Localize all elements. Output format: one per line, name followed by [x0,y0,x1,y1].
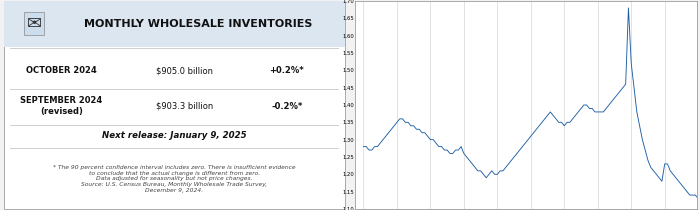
Text: MONTHLY WHOLESALE INVENTORIES: MONTHLY WHOLESALE INVENTORIES [84,18,312,29]
Text: SEPTEMBER 2024
(revised): SEPTEMBER 2024 (revised) [20,96,103,116]
Text: $903.3 billion: $903.3 billion [156,102,213,110]
Text: OCTOBER 2024: OCTOBER 2024 [26,66,97,75]
Text: -0.2%*: -0.2%* [271,102,302,110]
Text: +0.2%*: +0.2%* [270,66,304,75]
Text: $905.0 billion: $905.0 billion [156,66,213,75]
Text: ✉: ✉ [27,14,42,33]
Text: Next release: January 9, 2025: Next release: January 9, 2025 [102,131,246,140]
Text: * The 90 percent confidence interval includes zero. There is insufficient eviden: * The 90 percent confidence interval inc… [53,165,295,193]
Bar [4,1,345,47]
